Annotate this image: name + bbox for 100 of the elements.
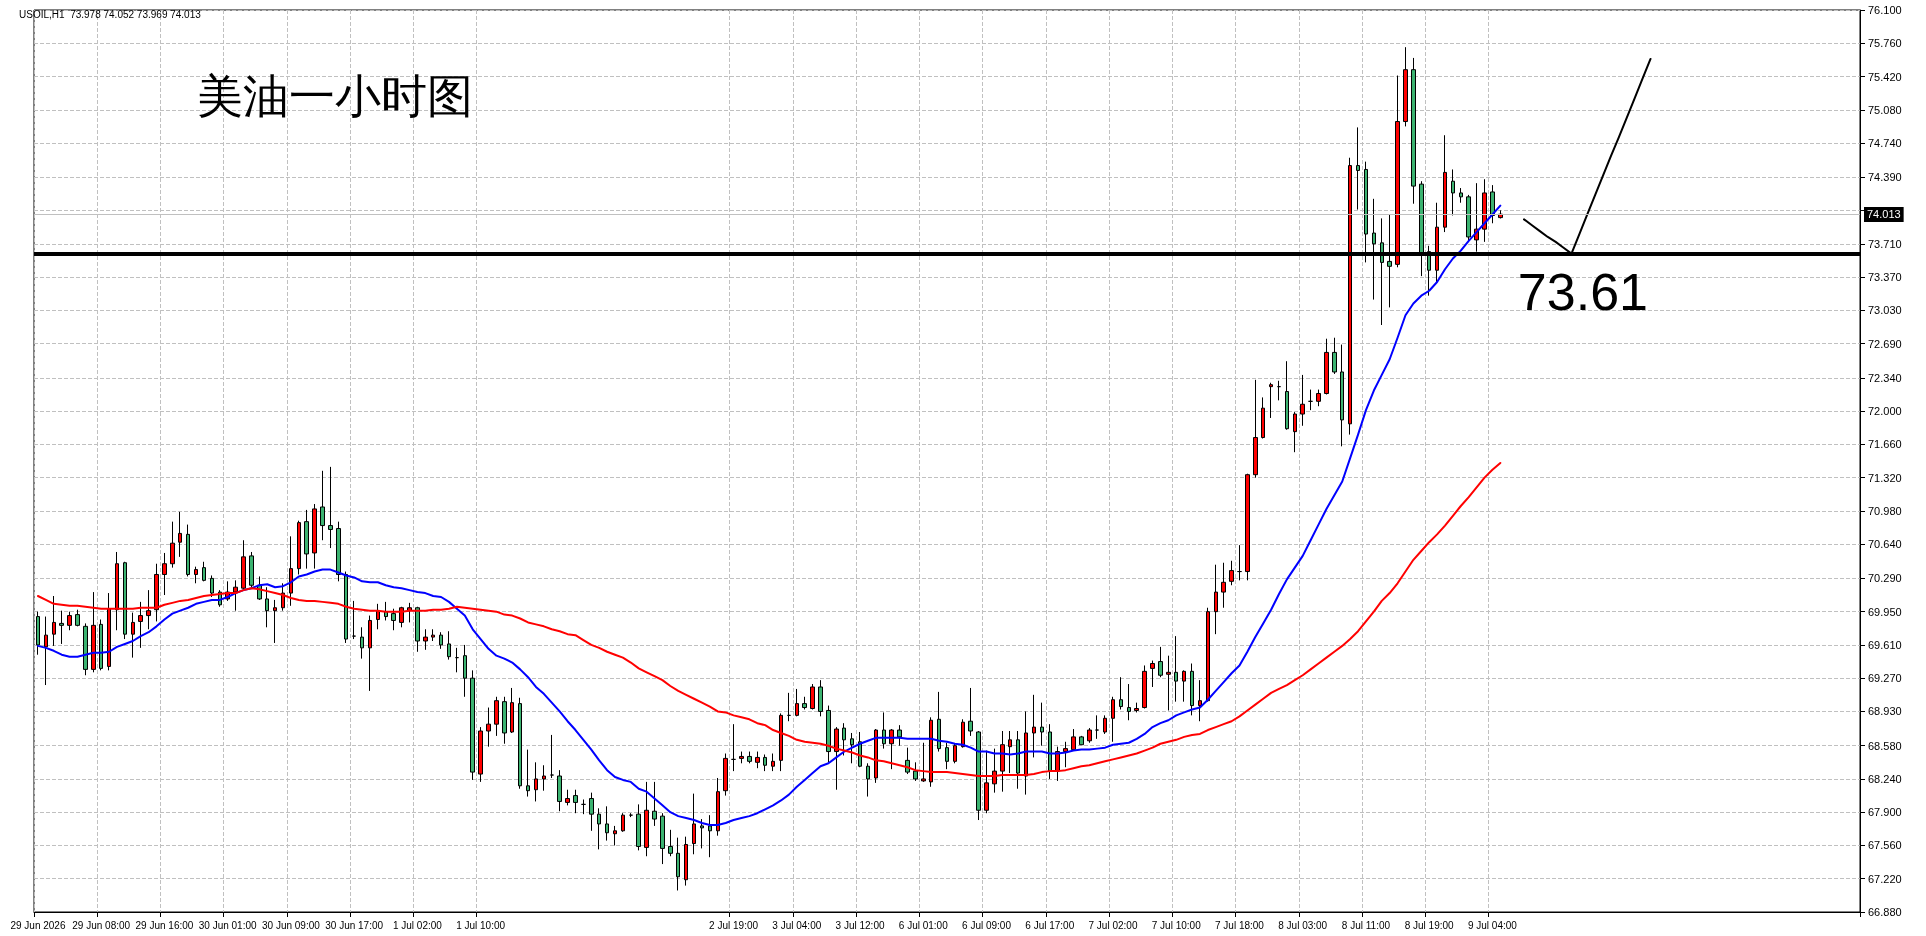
candlestick xyxy=(771,753,775,772)
candlestick xyxy=(1403,46,1408,127)
candlestick xyxy=(44,616,48,686)
candlestick xyxy=(368,615,372,692)
candlestick xyxy=(1016,730,1020,790)
y-tick-label: 67.220 xyxy=(1868,872,1902,885)
candlestick xyxy=(407,602,412,623)
candlestick xyxy=(162,552,167,596)
candlestick xyxy=(1048,723,1052,780)
x-tick-label: 1 Jul 10:00 xyxy=(456,919,506,931)
y-tick-label: 69.270 xyxy=(1868,672,1902,685)
candlestick xyxy=(1229,560,1234,586)
candlestick xyxy=(542,764,546,792)
candlestick xyxy=(597,807,601,850)
candlestick xyxy=(1150,660,1155,688)
y-tick-label: 68.240 xyxy=(1868,772,1902,785)
y-tick-label: 72.000 xyxy=(1868,405,1902,418)
candlestick xyxy=(787,692,791,722)
x-tick-label: 1 Jul 02:00 xyxy=(392,919,443,931)
candlestick xyxy=(1119,676,1123,710)
candlestick xyxy=(1237,544,1242,581)
candlestick xyxy=(810,683,815,710)
candlestick xyxy=(99,618,103,671)
candlestick xyxy=(755,751,760,769)
candlestick xyxy=(700,818,704,849)
candlestick xyxy=(652,781,657,827)
candlestick xyxy=(1459,187,1463,204)
y-tick-label: 72.340 xyxy=(1868,371,1902,384)
candlestick xyxy=(660,812,665,865)
candlestick xyxy=(968,687,973,737)
candlestick xyxy=(818,679,823,717)
y-tick-label: 75.080 xyxy=(1868,103,1902,116)
candlestick xyxy=(897,724,902,747)
candlestick xyxy=(976,730,981,821)
candlestick xyxy=(716,777,720,837)
candlestick xyxy=(75,609,80,627)
candlestick xyxy=(676,837,680,891)
candlestick xyxy=(1040,702,1044,747)
candlestick xyxy=(138,601,143,649)
candlestick xyxy=(281,582,285,612)
line-series xyxy=(36,204,1502,826)
candlestick xyxy=(826,705,831,763)
y-tick-label: 69.950 xyxy=(1868,605,1902,618)
candlestick xyxy=(1071,728,1076,752)
candlestick xyxy=(265,586,269,628)
candlestick xyxy=(1285,360,1289,431)
x-tick-label: 3 Jul 04:00 xyxy=(772,919,822,931)
candlestick xyxy=(882,711,886,750)
candlestick xyxy=(866,762,870,798)
candlestick xyxy=(1079,735,1084,746)
chart-subtitle: USOIL,H1 73.978 74.052 73.969 74.013 xyxy=(19,8,202,20)
candlestick xyxy=(344,571,348,644)
y-tick-label: 70.640 xyxy=(1868,538,1902,551)
candlestick xyxy=(913,761,918,782)
text: 美油一小时图 xyxy=(197,70,473,122)
candlestick xyxy=(1206,607,1210,703)
y-tick-label: 73.710 xyxy=(1868,237,1902,250)
candlestick xyxy=(1221,562,1226,609)
ref-line-label: 73.61 xyxy=(1517,262,1648,321)
x-tick-label: 2 Jul 19:00 xyxy=(709,919,759,931)
y-tick-label: 73.030 xyxy=(1868,304,1902,317)
candlestick xyxy=(1182,669,1186,703)
candlestick xyxy=(510,687,514,734)
candlestick xyxy=(170,521,175,569)
candlestick xyxy=(210,574,214,598)
candlestick xyxy=(1158,646,1163,678)
candlestick xyxy=(534,761,538,802)
y-tick-label: 70.290 xyxy=(1868,572,1902,585)
candlestick xyxy=(289,535,293,607)
candlestick xyxy=(1332,337,1337,375)
x-tick-label: 6 Jul 17:00 xyxy=(1025,919,1075,931)
candlestick xyxy=(1269,382,1273,419)
candlestick xyxy=(668,829,673,857)
candlestick xyxy=(1008,730,1012,774)
candlestick xyxy=(423,628,428,651)
candlestick xyxy=(605,805,609,842)
candlestick xyxy=(565,789,570,806)
x-tick-label: 8 Jul 03:00 xyxy=(1278,919,1328,931)
candlestick xyxy=(739,751,744,764)
candlestick xyxy=(447,630,451,661)
y-tick-label: 71.320 xyxy=(1868,471,1902,484)
candlestick xyxy=(470,669,475,781)
x-tick-label: 29 Jun 08:00 xyxy=(72,919,131,931)
candlestick xyxy=(1466,194,1471,243)
candlestick xyxy=(1261,396,1265,439)
candlestick xyxy=(779,712,783,772)
candlestick xyxy=(1063,741,1068,768)
candlestick xyxy=(1324,338,1329,395)
candlestick xyxy=(233,579,238,612)
candlestick xyxy=(747,751,752,764)
y-tick-label: 73.370 xyxy=(1868,271,1902,284)
x-tick-label: 6 Jul 09:00 xyxy=(962,919,1012,931)
candlestick xyxy=(304,509,309,570)
candlestick xyxy=(59,610,64,645)
y-tick-label: 69.610 xyxy=(1868,638,1902,651)
candlestick xyxy=(455,647,459,673)
candlestick xyxy=(360,626,364,660)
candlestick xyxy=(692,793,696,855)
y-tick-label: 66.880 xyxy=(1868,906,1902,918)
candlestick xyxy=(352,600,356,640)
